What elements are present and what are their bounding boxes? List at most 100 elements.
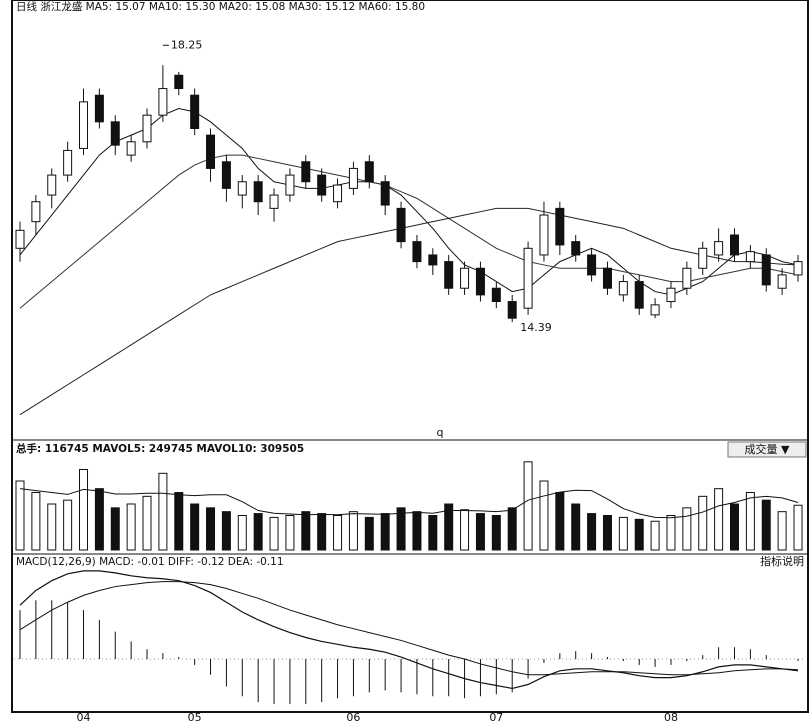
volume-bar — [237, 515, 247, 551]
x-tick-label: 04 — [77, 711, 91, 724]
candle-body — [206, 134, 216, 169]
candle-body — [94, 94, 104, 123]
volume-bar — [523, 461, 533, 551]
candle-body — [666, 287, 676, 303]
candle-body — [333, 184, 343, 203]
volume-bar — [31, 492, 41, 551]
volume-bar — [539, 480, 549, 551]
volume-bar — [777, 511, 787, 551]
candle-body — [348, 167, 358, 189]
volume-bar — [79, 469, 89, 551]
ma-line — [19, 108, 799, 296]
ma-line — [19, 207, 799, 416]
candle-body — [174, 74, 184, 90]
volume-bar — [555, 492, 565, 551]
candle-body — [475, 267, 485, 296]
volume-bar — [301, 511, 311, 551]
volume-bar — [333, 515, 343, 551]
volume-bar — [47, 503, 57, 551]
candle-body — [63, 149, 73, 176]
volume-bar — [761, 499, 771, 551]
diff-line — [19, 570, 799, 690]
volume-bar — [571, 503, 581, 551]
candle-body — [618, 281, 628, 296]
volume-bar — [587, 513, 597, 551]
volume-bar — [269, 516, 279, 551]
candle-body — [460, 267, 470, 289]
candle-body — [237, 181, 247, 196]
volume-bar — [63, 499, 73, 551]
volume-bar — [206, 507, 216, 551]
volume-bar — [94, 488, 104, 551]
candle-body — [285, 174, 295, 196]
cursor-label: q — [437, 426, 444, 439]
candle-body — [221, 161, 231, 189]
dropdown-label[interactable]: 成交量 ▼ — [745, 442, 790, 456]
candle-body — [634, 281, 644, 309]
candle-body — [729, 234, 739, 256]
volume-bar — [714, 488, 724, 551]
x-tick-label: 08 — [664, 711, 678, 724]
volume-bar — [460, 509, 470, 551]
volume-bar — [221, 511, 231, 551]
volume-bar — [618, 516, 628, 551]
macd-header: MACD(12,26,9) MACD: -0.01 DIFF: -0.12 DE… — [16, 556, 284, 568]
volume-bar — [444, 503, 454, 551]
high-annotation: 18.25 — [171, 38, 203, 51]
candle-body — [602, 267, 612, 289]
candle-body — [364, 161, 374, 183]
candle-body — [412, 241, 422, 263]
candle-body — [650, 304, 660, 316]
candle-body — [491, 287, 501, 303]
candle-body — [301, 161, 311, 183]
candle-body — [745, 251, 755, 263]
candle-body — [269, 194, 279, 209]
candle-body — [539, 214, 549, 256]
volume-bar — [190, 503, 200, 551]
volume-bar — [110, 507, 120, 551]
volume-bar — [507, 507, 517, 551]
candle-body — [587, 254, 597, 276]
volume-bar — [412, 511, 422, 551]
volume-bar — [142, 495, 152, 551]
candle-body — [555, 207, 565, 246]
volume-bar — [634, 518, 644, 551]
volume-bar — [158, 472, 168, 551]
x-tick-label: 06 — [346, 711, 360, 724]
candle-body — [698, 247, 708, 269]
volume-bar — [285, 515, 295, 551]
candle-body — [523, 247, 533, 309]
frame — [11, 0, 809, 713]
volume-bar — [729, 503, 739, 551]
candle-body — [126, 141, 136, 156]
volume-ma-line — [19, 488, 799, 519]
volume-bar — [396, 507, 406, 551]
candle-body — [380, 181, 390, 206]
volume-bar — [745, 492, 755, 551]
candle-body — [317, 174, 327, 196]
candle-body — [444, 261, 454, 289]
indicator-dropdown[interactable] — [727, 441, 807, 458]
candle-body — [158, 88, 168, 116]
volume-bar — [317, 513, 327, 551]
price-header: 日线 浙江龙盛 MA5: 15.07 MA10: 15.30 MA20: 15.… — [16, 0, 425, 13]
candle-body — [31, 201, 41, 223]
volume-bar — [666, 515, 676, 551]
help-button[interactable]: 指标说明 — [760, 554, 804, 568]
volume-bar — [475, 513, 485, 551]
volume-bar — [682, 507, 692, 551]
candle-body — [79, 101, 89, 149]
x-tick-label: 07 — [489, 711, 503, 724]
candle-body — [253, 181, 263, 203]
candle-body — [47, 174, 57, 196]
x-tick-label: 05 — [188, 711, 202, 724]
candle-body — [142, 114, 152, 143]
candle-body — [396, 207, 406, 243]
candle-body — [793, 261, 803, 276]
candle-body — [777, 274, 787, 289]
dea-line — [19, 581, 799, 676]
candle-body — [507, 301, 517, 319]
volume-bar — [15, 480, 25, 551]
volume-header: 总手: 116745 MAVOL5: 249745 MAVOL10: 30950… — [16, 442, 304, 455]
